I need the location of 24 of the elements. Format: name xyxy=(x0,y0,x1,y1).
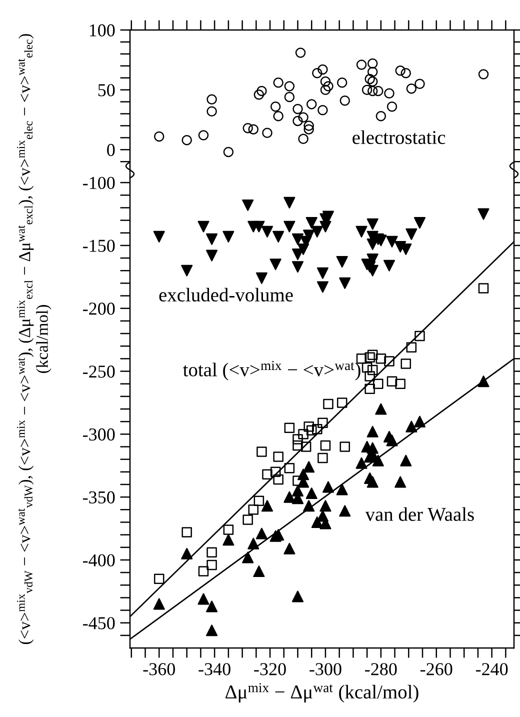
x-tick-label: -300 xyxy=(310,663,342,676)
x-tick-label: -360 xyxy=(143,663,175,676)
x-tick-label: -320 xyxy=(254,663,286,676)
annotation: van der Waals xyxy=(365,507,474,522)
x-tick-label: -260 xyxy=(420,663,452,676)
y-tick-label: -250 xyxy=(82,366,115,378)
x-tick-label: -240 xyxy=(476,663,508,676)
y-tick-label: -200 xyxy=(82,302,115,315)
y-tick-label: -150 xyxy=(82,240,115,252)
y-tick-label: 50 xyxy=(98,84,115,96)
annotation: electrostatic xyxy=(352,130,446,144)
x-tick-label: -280 xyxy=(365,663,397,676)
y-tick-label: 0 xyxy=(107,144,115,156)
y-tick-label: -100 xyxy=(82,176,115,190)
y-tick-label: 100 xyxy=(90,24,115,36)
y-tick-label: -350 xyxy=(82,491,115,504)
text: (<v>$^{mix}$$_{vdW}$ − <v>$^{wat}$$_{vdW}$), (<v>$^{mix}$ − <v>$^{wat}$), (Δμ$^{mix}$$_{excl}$ − Δμ$^{wat}$$_{excl}$), (<v>$^{mix}$$_{elec}$ − <v>$^{wat}$$_{elec}$) (kcal/mol) xyxy=(17,34,52,644)
x-tick-label: -340 xyxy=(198,663,230,676)
x-axis-title: Δμ$^{mix}$ − Δμ$^{wat}$ (kcal/mol) xyxy=(226,683,418,703)
y-tick-label: -450 xyxy=(82,617,115,630)
annotation: total (<v>$^{mix}$ − <v>$^{wat}$) xyxy=(183,360,360,380)
y-tick-label: -400 xyxy=(82,554,115,566)
annotation: excluded-volume xyxy=(159,288,293,302)
y-tick-label: -300 xyxy=(82,428,115,441)
